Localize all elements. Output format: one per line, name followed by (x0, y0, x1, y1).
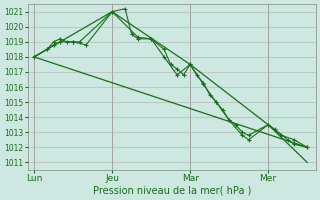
X-axis label: Pression niveau de la mer( hPa ): Pression niveau de la mer( hPa ) (92, 186, 251, 196)
